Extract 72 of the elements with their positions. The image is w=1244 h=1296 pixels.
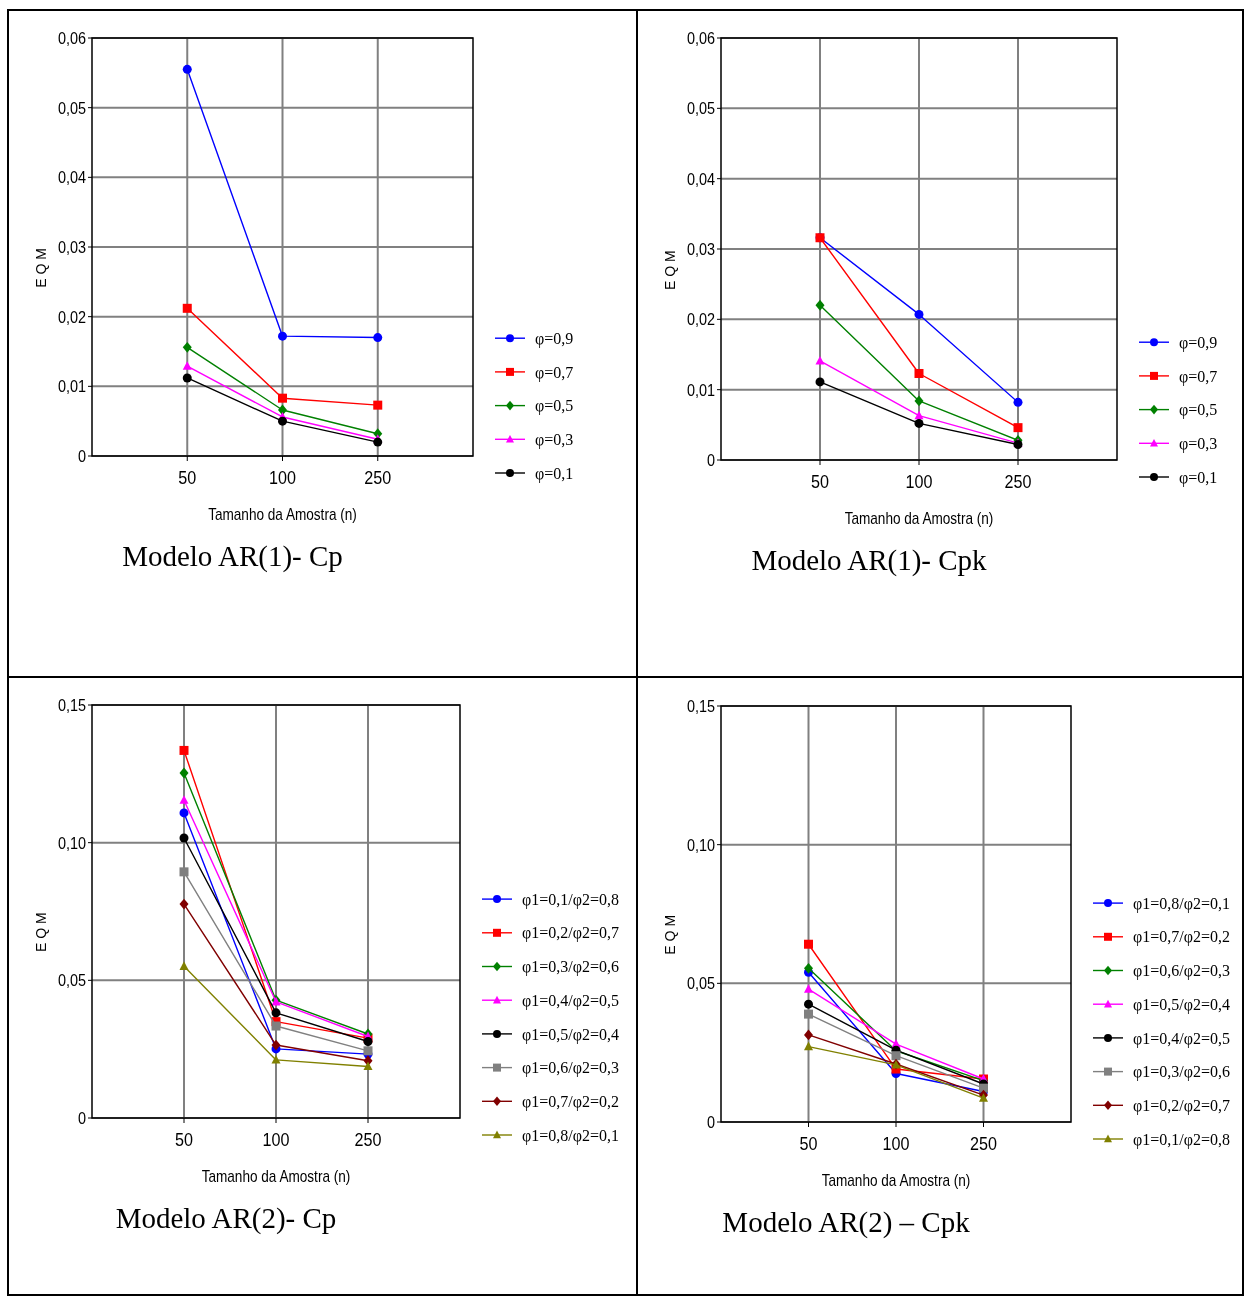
legend-label: φ=0,5 (535, 397, 574, 416)
legend-label: φ1=0,1/φ2=0,8 (1133, 1130, 1230, 1149)
y-tick-label: 0,01 (57, 377, 86, 396)
y-tick-label: 0 (706, 450, 716, 470)
x-tick-label: 100 (269, 466, 297, 489)
y-tick-label: 0,04 (686, 169, 716, 188)
y-tick-label: 0,05 (57, 98, 87, 117)
y-axis-title: E Q M (662, 914, 678, 955)
x-tick-label: 50 (178, 466, 197, 489)
x-tick-label: 50 (799, 1132, 818, 1155)
y-tick-label: 0,05 (57, 971, 87, 990)
legend-label: φ1=0,6/φ2=0,3 (1133, 962, 1230, 981)
x-tick-label: 250 (354, 1128, 382, 1151)
x-tick-label: 50 (175, 1128, 194, 1151)
y-tick-label: 0,15 (57, 695, 87, 715)
x-axis-title: Tamanho da Amostra (n) (844, 509, 994, 528)
x-tick-label: 250 (364, 466, 392, 489)
y-tick-label: 0,06 (686, 28, 716, 48)
y-tick-label: 0,10 (686, 835, 716, 854)
legend-label: φ1=0,8/φ2=0,1 (1133, 894, 1230, 913)
y-axis-title: E Q M (662, 250, 678, 290)
legend-label: φ1=0,7/φ2=0,2 (522, 1092, 619, 1111)
legend-label: φ1=0,3/φ2=0,6 (522, 958, 619, 977)
y-tick-label: 0,03 (57, 237, 87, 257)
legend-label: φ1=0,7/φ2=0,2 (1133, 928, 1230, 947)
y-tick-label: 0,15 (686, 696, 716, 716)
legend-label: φ1=0,1/φ2=0,8 (522, 890, 619, 909)
text: Modelo AR(1)- Cpk (751, 544, 988, 577)
legend-label: φ1=0,3/φ2=0,6 (1133, 1063, 1230, 1082)
x-axis-title: Tamanho da Amostra (n) (821, 1171, 971, 1190)
x-axis-title: Tamanho da Amostra (n) (208, 505, 357, 524)
text: Modelo AR(2) – Cpk (722, 1206, 971, 1239)
text: Modelo AR(2)- Cp (115, 1202, 337, 1235)
legend-label: φ=0,3 (1179, 434, 1218, 453)
x-axis-title: Tamanho da Amostra (n) (201, 1167, 351, 1186)
legend-label: φ1=0,4/φ2=0,5 (1133, 1029, 1230, 1048)
x-tick-label: 100 (882, 1132, 910, 1155)
legend-label: φ=0,1 (535, 464, 574, 483)
legend-label: φ=0,9 (1179, 333, 1218, 352)
legend-label: φ1=0,8/φ2=0,1 (522, 1126, 619, 1145)
y-tick-label: 0,02 (686, 310, 715, 329)
legend-label: φ=0,3 (535, 430, 574, 449)
y-tick-label: 0,05 (686, 974, 716, 993)
legend-label: φ=0,5 (1179, 401, 1218, 420)
y-tick-label: 0 (77, 1108, 87, 1128)
y-tick-label: 0,03 (686, 239, 716, 259)
y-tick-label: 0,05 (686, 99, 716, 118)
legend-label: φ1=0,5/φ2=0,4 (522, 1025, 619, 1044)
legend-label: φ=0,9 (535, 329, 574, 348)
y-axis-title: E Q M (33, 248, 49, 288)
y-tick-label: 0,10 (57, 833, 87, 852)
legend-label: φ=0,1 (1179, 468, 1218, 487)
y-tick-label: 0,04 (57, 168, 87, 187)
y-tick-label: 0,02 (57, 307, 86, 326)
legend-label: φ=0,7 (1179, 367, 1218, 386)
legend-label: φ1=0,5/φ2=0,4 (1133, 995, 1230, 1014)
y-tick-label: 0,01 (686, 380, 715, 399)
x-tick-label: 50 (811, 470, 830, 493)
y-tick-label: 0,06 (57, 28, 87, 48)
x-tick-label: 250 (1004, 470, 1032, 493)
legend-label: φ1=0,2/φ2=0,7 (1133, 1096, 1230, 1115)
x-tick-label: 250 (970, 1132, 998, 1155)
legend-label: φ1=0,2/φ2=0,7 (522, 924, 619, 943)
text: Modelo AR(1)- Cp (122, 540, 343, 573)
y-tick-label: 0 (77, 446, 87, 466)
legend-label: φ1=0,4/φ2=0,5 (522, 991, 619, 1010)
y-tick-label: 0 (706, 1112, 716, 1132)
x-tick-label: 100 (905, 470, 933, 493)
y-axis-title: E Q M (33, 912, 49, 952)
legend-label: φ1=0,6/φ2=0,3 (522, 1059, 619, 1078)
legend-label: φ=0,7 (535, 363, 574, 382)
x-tick-label: 100 (262, 1128, 290, 1151)
